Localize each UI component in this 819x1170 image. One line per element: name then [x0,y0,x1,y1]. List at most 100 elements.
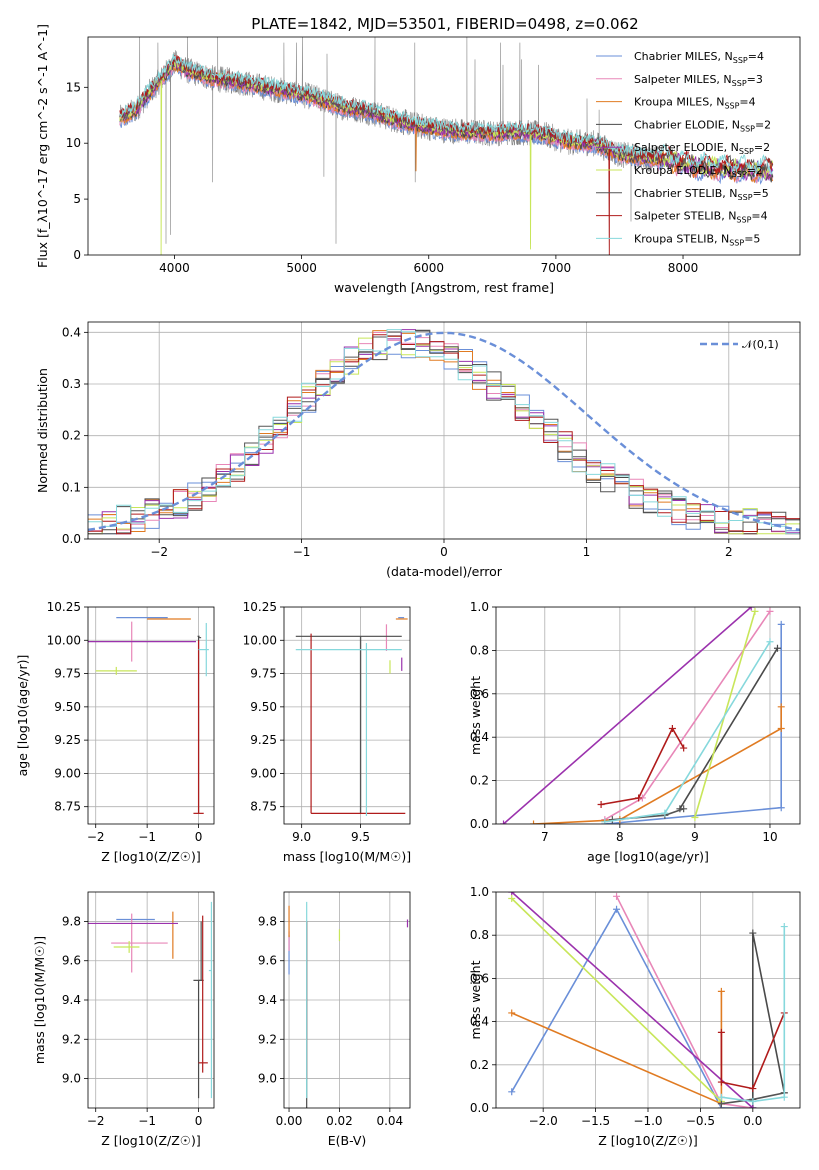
x-tick-label: 6000 [413,261,444,275]
y-tick-label: 0.6 [470,687,489,701]
legend-label: Chabrier ELODIE, NSSP=2 [634,118,771,133]
x-tick-label: 7000 [541,261,572,275]
mass-weight-marker [500,820,508,824]
model-spectrum-6 [119,58,774,255]
y-axis-label: Flux [f_λ10^-17 erg cm^-2 s^-1 A^-1] [35,24,50,268]
plot-area [119,37,774,255]
x-tick-label: −1 [293,545,311,559]
mass-weight-marker [717,1028,725,1036]
legend-label: Salpeter ELODIE, NSSP=2 [634,141,770,156]
mass-weight-line-9 [721,926,786,1103]
y-tick-label: 9.4 [258,993,277,1007]
mass-weight-marker [777,703,785,711]
mass-weight-line-4 [679,647,779,810]
x-tick-label: 2 [725,545,733,559]
plot-area [88,322,800,539]
y-tick-label: 1.0 [470,885,489,899]
x-axis-label: wavelength [Angstrom, rest frame] [334,280,554,295]
axes-frame [283,606,411,825]
mass-weight-marker [749,1098,757,1106]
histogram-6 [88,335,800,535]
y-tick-label: 10 [66,136,81,150]
mass-weight-marker [668,725,676,733]
y-tick-label: 0.8 [470,643,489,657]
mass-weight-marker [613,905,621,913]
y-tick-label: 9.50 [54,700,81,714]
x-tick-label: 4000 [159,261,190,275]
mass-weight-marker [777,725,785,733]
x-tick-label: 10 [762,830,777,844]
mass-weight-marker [635,794,643,802]
y-tick-label: 9.2 [62,1032,81,1046]
y-tick-label: 10.25 [243,600,277,614]
mass-weight-marker [508,1009,516,1017]
mass-weight-marker [508,892,516,896]
mass-weight-marker [717,987,725,995]
x-tick-label: 9 [691,830,699,844]
x-axis-label: Z [log10(Z/Z☉)] [598,1133,698,1148]
mass-weight-marker [747,607,755,611]
axes-frame [87,891,215,1109]
x-tick-label: 8000 [668,261,699,275]
y-tick-label: 9.75 [54,667,81,681]
x-tick-label: −2.0 [529,1114,558,1128]
y-tick-label: 0.2 [470,774,489,788]
y-axis-label: mass [log10(M/M☉)] [32,936,47,1064]
y-tick-label: 8.75 [54,800,81,814]
figure-title: PLATE=1842, MJD=53501, FIBERID=0498, z=0… [251,15,638,33]
y-tick-label: 0.1 [62,480,81,494]
y-tick-label: 9.00 [250,766,277,780]
mass-weight-marker [749,1085,757,1093]
mass-weight-marker [749,1104,757,1108]
y-tick-label: 9.25 [54,733,81,747]
x-axis-label: Z [log10(Z/Z☉)] [101,1133,201,1148]
y-tick-label: 9.6 [258,954,277,968]
y-tick-label: 0.4 [470,730,489,744]
panel-mass_weight_vs_age: 7 8 9 10 0.0 0.2 0.4 0.6 0.8 1.0 age [log10(age/yr… [468,600,801,864]
panel-mass_vs_ebv_errors: 0.00 0.02 0.04 9.0 9.2 9.4 9.6 9.8 E(B-V) [258,891,411,1148]
y-tick-label: 0.8 [470,928,489,942]
x-tick-label: 9.5 [351,830,370,844]
legend-label: Kroupa STELIB, NSSP=5 [634,232,760,247]
x-tick-label: 0.02 [326,1114,353,1128]
mass-weight-marker [773,644,781,652]
mass-weight-line-4 [751,932,786,1108]
plot-area [496,607,800,824]
y-tick-label: 0.4 [62,325,81,339]
x-tick-label: 0.04 [376,1114,403,1128]
mass-weight-marker [777,620,785,628]
y-tick-label: 9.8 [258,914,277,928]
x-tick-label: 8 [616,830,624,844]
y-tick-label: 9.75 [250,667,277,681]
mass-weight-line-2 [615,895,753,1108]
y-tick-label: 9.50 [250,700,277,714]
panel-mass_vs_Z_errors: −2 −1 0 9.0 9.2 9.4 9.6 9.8 Z [log10(Z/Z☉)] mass … [32,891,215,1148]
y-tick-label: 0.0 [470,817,489,831]
x-tick-label: −0.5 [686,1114,715,1128]
panel-age_vs_Z_errors: −2 −1 0 8.75 9.00 9.25 9.50 9.75 10.00 10.25 Z [lo… [15,600,215,864]
x-tick-label: 0.0 [743,1114,762,1128]
panel-spectrum: 4000 5000 6000 7000 8000 0 5 10 15 wavelength [An… [35,24,801,295]
mass-weight-line-6 [511,897,722,1103]
mass-weight-marker [691,813,699,821]
mass-weight-marker [717,1078,725,1086]
mass-weight-marker [597,800,605,808]
axes-frame [87,36,801,256]
axes-frame [283,891,411,1109]
mass-weight-marker [766,607,774,615]
y-tick-label: 9.6 [62,954,81,968]
axes-frame [87,321,801,540]
y-axis-label: mass weight [468,676,483,755]
x-tick-label: −2 [150,545,168,559]
normal-curve [88,331,800,532]
y-tick-label: 10.25 [47,600,81,614]
x-tick-label: −2 [87,1114,105,1128]
y-tick-label: 9.8 [62,914,81,928]
y-tick-label: 9.0 [258,1072,277,1086]
y-tick-label: 0.4 [470,1015,489,1029]
x-tick-label: −1.0 [633,1114,662,1128]
axes-frame [495,606,801,825]
legend-label: Salpeter STELIB, NSSP=4 [634,210,768,225]
x-tick-label: −1.5 [581,1114,610,1128]
